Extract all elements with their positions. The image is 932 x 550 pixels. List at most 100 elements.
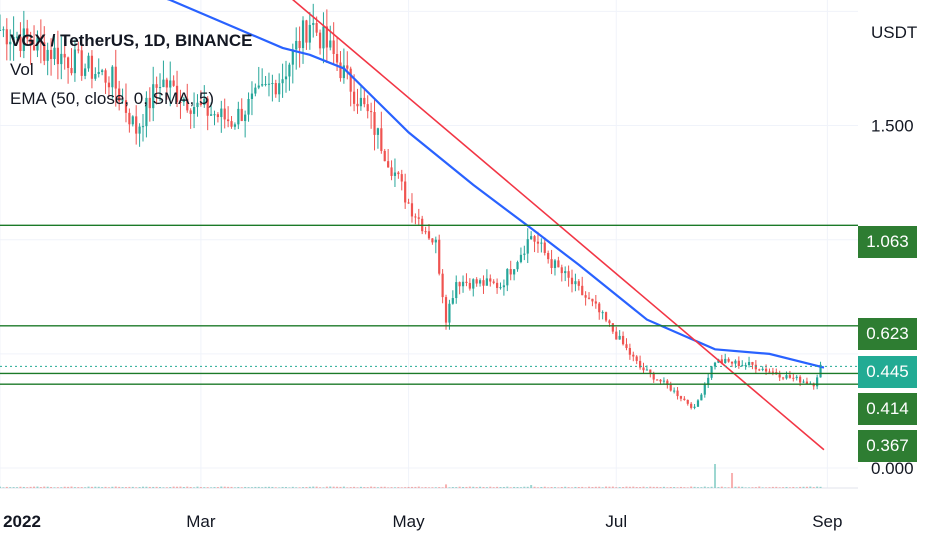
candle (77, 41, 80, 54)
volume-bar (223, 486, 226, 488)
candle-body (148, 97, 151, 109)
candle (397, 171, 400, 179)
volume-bar (496, 486, 499, 488)
candle-body (458, 282, 461, 287)
candle (550, 249, 553, 275)
candle-body (397, 172, 400, 175)
candle (628, 343, 631, 360)
candle (696, 399, 700, 407)
volume-bar (131, 486, 134, 488)
candle (43, 26, 46, 66)
candle-body (792, 377, 795, 379)
volume-bar (302, 487, 305, 488)
volume-bar (710, 486, 713, 488)
volume-bar (628, 486, 631, 488)
volume-bar (329, 486, 332, 488)
candle (485, 269, 488, 286)
candle (19, 22, 22, 58)
candle-body (621, 335, 625, 345)
current-price-tag[interactable]: 0.445 (858, 356, 917, 388)
volume-bar (107, 487, 110, 488)
price-axis[interactable]: USDT 0.000 1.500 (871, 23, 917, 478)
volume-bar (227, 486, 230, 488)
volume-bar (472, 486, 475, 488)
volume-bar (809, 486, 812, 488)
level-tag-0.367[interactable]: 0.367 (858, 430, 917, 462)
candle-body (301, 20, 305, 49)
candle-body (158, 87, 162, 89)
candle-body (271, 83, 274, 85)
candle-body (587, 297, 591, 299)
volume-bar (80, 487, 83, 488)
horizontal-levels[interactable] (0, 224, 858, 385)
candle-body (683, 398, 686, 400)
level-tag-0.623[interactable]: 0.623 (858, 318, 917, 350)
candle (271, 74, 274, 102)
candle-body (703, 384, 706, 395)
candle (601, 310, 604, 320)
candle (523, 245, 526, 261)
volume-bar (547, 487, 550, 488)
level-tag-0.414[interactable]: 0.414 (858, 393, 917, 425)
candle (111, 65, 114, 99)
candle (32, 25, 36, 51)
trendline[interactable] (269, 0, 825, 451)
candle-body (414, 216, 417, 218)
volume-bar (346, 487, 349, 488)
candle-body (15, 36, 19, 38)
candle-body (206, 98, 209, 116)
candle (254, 83, 257, 97)
candle-body (36, 37, 39, 51)
volume-bar (353, 486, 356, 488)
volume-bar (666, 487, 669, 488)
candle-body (322, 26, 325, 49)
candle-body (625, 344, 628, 349)
candle-body (5, 29, 8, 45)
volume-bar (519, 487, 522, 488)
candle-body (400, 174, 403, 182)
volume-bar (26, 487, 29, 488)
candle-body (111, 66, 114, 88)
volume-bar (400, 487, 403, 488)
candle (404, 173, 407, 209)
candle (506, 268, 509, 292)
candle (461, 275, 465, 293)
volume-bar (543, 486, 546, 488)
candle-body (63, 53, 66, 58)
volume-bar (46, 486, 49, 488)
candle (97, 58, 100, 78)
volume-bar (652, 486, 655, 488)
volume-bar (479, 486, 482, 488)
candle-body (434, 239, 437, 243)
candle (9, 29, 12, 61)
volume-bar (635, 487, 638, 488)
candle-body (676, 390, 679, 397)
candle (380, 111, 383, 154)
time-tick-label: Mar (186, 512, 216, 531)
candle (141, 113, 145, 142)
volume-bar (564, 486, 567, 488)
candle-body (478, 280, 482, 284)
candle (240, 98, 243, 122)
volume-histogram (0, 464, 822, 488)
candle (414, 213, 417, 225)
volume-legend[interactable]: Vol (10, 60, 34, 79)
ema-legend[interactable]: EMA (50, close, 0, SMA, 5) (10, 89, 215, 108)
volume-bar (124, 487, 127, 488)
volume-bar (751, 487, 754, 488)
volume-bar (73, 487, 76, 488)
candle-body (700, 394, 703, 401)
level-tag-1.063[interactable]: 1.063 (858, 226, 917, 258)
candle-body (73, 49, 77, 74)
time-axis[interactable]: 2022 Mar May Jul Sep (3, 512, 842, 531)
symbol-title[interactable]: VGX / TetherUS, 1D, BINANCE (10, 31, 253, 50)
volume-bar (693, 486, 696, 488)
candle-body (690, 403, 693, 408)
volume-bar (574, 486, 577, 488)
volume-bar (19, 486, 22, 488)
volume-bar (356, 487, 359, 488)
volume-bar (2, 487, 5, 488)
candle (540, 238, 543, 253)
candle-body (359, 97, 363, 107)
